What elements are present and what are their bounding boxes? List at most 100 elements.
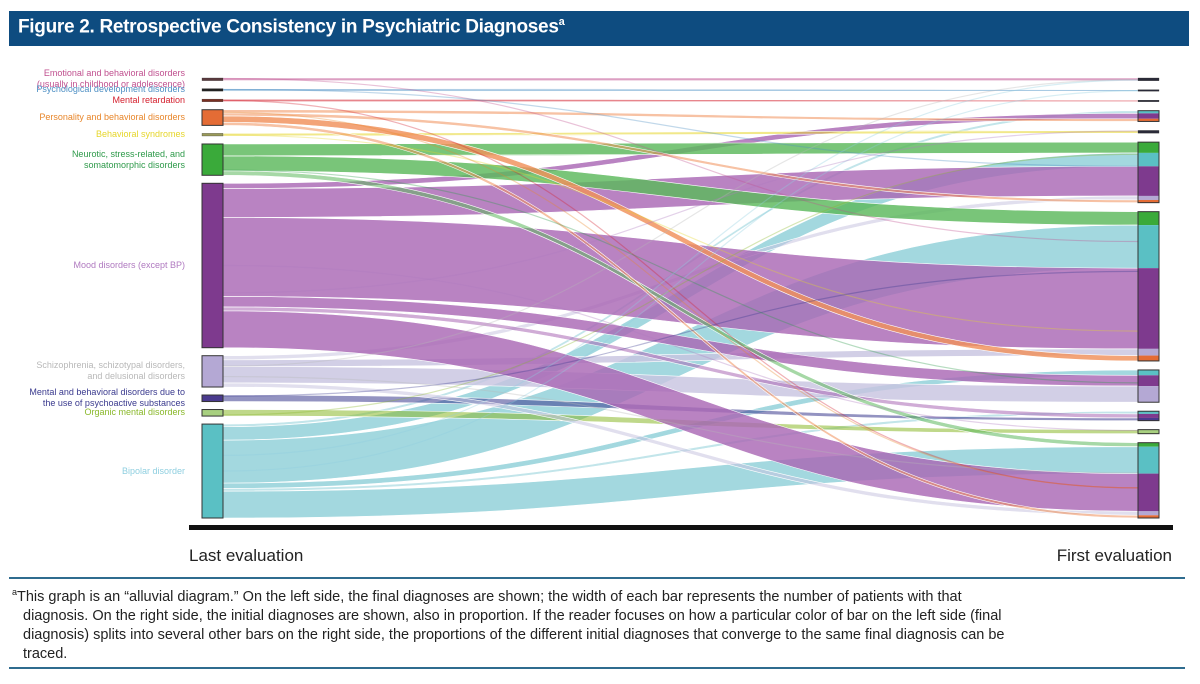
left-bar-mood: [201, 182, 224, 349]
right-bar-segment-mood-schizo: [1138, 348, 1159, 356]
category-label-line: Psychological development disorders: [36, 84, 185, 95]
category-label-line: Neurotic, stress-related, and: [71, 148, 185, 159]
category-label-line: Mood disorders (except BP): [73, 260, 185, 270]
right-bar-segment-mood-mood: [1138, 268, 1159, 349]
right-bar-mood: [1137, 211, 1160, 362]
left-bar-substance: [201, 394, 224, 403]
minor-flow-mood-to-organic: [222, 264, 1139, 432]
right-bar-psychdev: [1137, 89, 1160, 92]
minor-flow-schizo-to-bipolar: [222, 375, 1139, 474]
footnote-line-4: traced.: [23, 645, 68, 662]
right-bar-substance: [1137, 410, 1160, 422]
right-bar-segment-behavioral-behavioral: [1138, 130, 1159, 134]
footnote-line-1: aThis graph is an “alluvial diagram.” On…: [12, 583, 1172, 607]
footnote: aThis graph is an “alluvial diagram.” On…: [12, 583, 1172, 664]
right-bar-neurotic: [1137, 141, 1160, 204]
minor-flow-schizo-to-emotional: [222, 79, 1139, 367]
flow-neurotic-to-neurotic: [222, 141, 1139, 157]
category-label-line: Organic mental disorders: [84, 407, 185, 418]
left-bar-bipolar: [201, 423, 224, 519]
category-label-mentalret: Mental retardation: [112, 95, 185, 106]
right-bar-segment-substance-substance: [1138, 417, 1159, 421]
minor-flow-mood-to-behavioral: [222, 130, 1139, 294]
category-label-line: Schizophrenia, schizotypal disorders,: [36, 360, 185, 371]
right-bar-segment-organic-organic: [1138, 429, 1159, 434]
right-bar-segment-neurotic-mood: [1138, 166, 1159, 196]
right-bar-segment-schizo-bipolar: [1138, 369, 1159, 376]
right-bar-mentalret: [1137, 100, 1160, 102]
footnote-top-rule: [9, 577, 1185, 579]
figure-title-bar: Figure 2. Retrospective Consistency in P…: [9, 11, 1189, 46]
minor-flow-substance-to-mood: [222, 270, 1139, 397]
right-bar-behavioral: [1137, 130, 1160, 134]
right-bar-segment-personality-bipolar: [1138, 110, 1159, 114]
right-bar-segment-neurotic-bipolar: [1138, 152, 1159, 167]
left-bar-psychdev: [201, 88, 224, 92]
category-label-bipolar: Bipolar disorder: [122, 466, 185, 477]
right-bar-segment-personality-personality: [1138, 118, 1159, 122]
right-bar-segment-psychdev-psychdev: [1138, 89, 1159, 92]
right-bar-segment-schizo-mood: [1138, 375, 1159, 387]
right-bar-segment-schizo-schizo: [1138, 386, 1159, 403]
right-bar-organic: [1137, 429, 1160, 435]
right-bar-emotional: [1137, 77, 1160, 81]
minor-flow-personality-to-bipolar: [222, 111, 1139, 489]
footnote-marker: a: [12, 587, 18, 597]
alluvial-diagram: [189, 77, 1173, 530]
left-bar-organic: [201, 409, 224, 417]
left-axis-label: Last evaluation: [189, 546, 304, 565]
right-bar-segment-mood-personality: [1138, 355, 1159, 361]
category-label-emotional: Emotional and behavioral disorders (usual…: [37, 68, 185, 90]
category-label-line: Emotional and behavioral disorders: [43, 68, 185, 79]
right-bar-segment-bipolar-schizo: [1138, 511, 1159, 516]
baseline-axis: [189, 525, 1173, 530]
footnote-bottom-rule: [9, 667, 1185, 669]
footnote-text-1: This graph is an “alluvial diagram.” On …: [17, 588, 962, 605]
category-label-line: and delusional disorders: [87, 371, 185, 382]
right-bar-schizo: [1137, 369, 1160, 403]
right-bar-segment-emotional-emotional: [1138, 78, 1159, 81]
right-bar-segment-mentalret-mentalret: [1138, 100, 1159, 102]
right-bar-personality: [1137, 110, 1160, 122]
minor-flow-emotional-to-mood: [222, 77, 1139, 243]
title-footnote-marker: a: [558, 16, 565, 28]
category-label-personality: Personality and behavioral disorders: [39, 112, 185, 123]
category-label-organic: Organic mental disorders: [84, 407, 185, 418]
left-bar-personality: [201, 109, 224, 126]
flow-mentalret-to-mentalret: [222, 98, 1139, 103]
flow-layer: [222, 77, 1139, 519]
right-bar-segment-personality-mood: [1138, 113, 1159, 119]
figure-title: Figure 2. Retrospective Consistency in P…: [18, 16, 565, 38]
right-bar-segment-bipolar-mood: [1138, 473, 1159, 512]
bar-layer: [201, 77, 1160, 519]
right-bar-segment-neurotic-personality: [1138, 199, 1159, 203]
minor-flow-neurotic-to-schizo: [222, 169, 1139, 384]
category-label-line: the use of psychoactive substances: [42, 398, 185, 409]
category-label-line: Bipolar disorder: [121, 465, 185, 476]
left-bar-schizo: [201, 355, 224, 388]
minor-flow-behavioral-to-mood: [222, 134, 1139, 332]
left-bar-neurotic: [201, 143, 224, 176]
minor-flow-psychdev-to-neurotic: [222, 88, 1139, 167]
footnote-line-3: diagnosis) splits into several other bar…: [23, 626, 1005, 643]
category-label-behavioral: Behavioral syndromes: [96, 129, 185, 140]
left-bar-mentalret: [201, 98, 224, 102]
category-label-substance: Mental and behavioral disorders due to th…: [29, 387, 185, 409]
right-bar-segment-substance-bipolar: [1138, 411, 1159, 414]
right-bar-segment-bipolar-neurotic: [1138, 442, 1159, 447]
category-label-line: somatomorphic disorders: [83, 159, 185, 170]
category-label-line: Mental retardation: [112, 94, 185, 105]
category-label-schizo: Schizophrenia, schizotypal disorders, and…: [36, 360, 185, 382]
category-label-line: Mental and behavioral disorders due to: [29, 387, 185, 398]
right-bar-segment-mood-bipolar: [1138, 225, 1159, 269]
flow-emotional-to-emotional: [222, 77, 1139, 81]
right-bar-segment-bipolar-bipolar: [1138, 446, 1159, 474]
right-bar-bipolar: [1137, 442, 1160, 519]
right-bar-segment-neurotic-schizo: [1138, 195, 1159, 200]
category-label-neurotic: Neurotic, stress-related, and somatomorph…: [72, 149, 185, 171]
minor-flow-bipolar-to-psychdev: [222, 90, 1139, 472]
category-label-line: (usually in childhood or adolescence): [36, 79, 185, 90]
right-bar-segment-substance-mood: [1138, 413, 1159, 418]
minor-flow-mentalret-to-bipolar: [222, 99, 1139, 489]
category-label-psychdev: Psychological development disorders: [36, 84, 185, 95]
